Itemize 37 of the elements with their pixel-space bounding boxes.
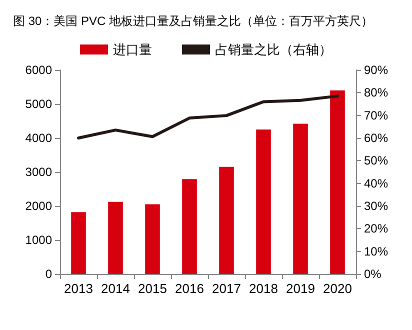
y-tick-label: 5000	[25, 97, 52, 111]
bar	[108, 202, 123, 274]
x-tick-label: 2013	[64, 281, 93, 296]
x-tick-label: 2020	[323, 281, 352, 296]
y2-tick-label: 50%	[364, 154, 388, 168]
legend-label: 进口量	[113, 42, 152, 57]
bar	[182, 179, 197, 274]
y-tick-label: 0	[45, 267, 52, 281]
y-tick-label: 6000	[25, 63, 52, 77]
bar	[71, 212, 86, 274]
y2-tick-label: 40%	[364, 176, 388, 190]
x-tick-label: 2017	[212, 281, 241, 296]
x-tick-label: 2019	[286, 281, 315, 296]
y-tick-label: 1000	[25, 233, 52, 247]
x-tick-label: 2014	[101, 281, 130, 296]
x-tick-label: 2016	[175, 281, 204, 296]
y-tick-label: 3000	[25, 165, 52, 179]
y2-tick-label: 30%	[364, 199, 388, 213]
y2-tick-label: 70%	[364, 108, 388, 122]
y-tick-label: 2000	[25, 199, 52, 213]
x-tick-label: 2018	[249, 281, 278, 296]
y2-tick-label: 0%	[364, 267, 382, 281]
line-series	[77, 94, 339, 140]
y2-tick-label: 80%	[364, 86, 388, 100]
bar	[145, 204, 160, 274]
bar	[256, 130, 271, 274]
chart-title: 图 30：美国 PVC 地板进口量及占销量之比（单位：百万平方英尺）	[13, 14, 374, 28]
x-tick-label: 2015	[138, 281, 167, 296]
y2-tick-label: 60%	[364, 131, 388, 145]
bar	[293, 124, 308, 274]
y2-tick-label: 20%	[364, 222, 388, 236]
bar	[330, 90, 345, 274]
y-tick-label: 4000	[25, 131, 52, 145]
y2-tick-label: 10%	[364, 244, 388, 258]
y2-tick-label: 90%	[364, 63, 388, 77]
legend-label: 占销量之比（右轴）	[215, 42, 332, 57]
bar	[219, 166, 234, 274]
